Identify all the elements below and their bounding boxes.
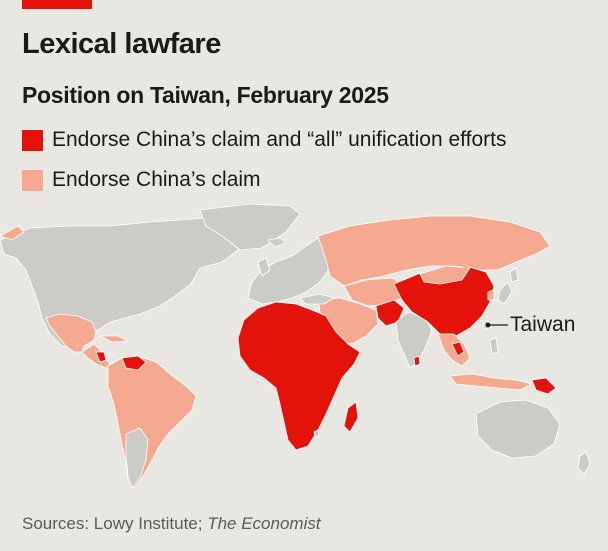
central-america bbox=[81, 343, 111, 369]
iceland bbox=[267, 237, 287, 248]
source-note: Sources: Lowy Institute; The Economist bbox=[22, 514, 321, 534]
legend-swatch-pink bbox=[22, 169, 43, 191]
madagascar bbox=[343, 401, 359, 433]
mexico bbox=[45, 313, 97, 353]
southeast-asia bbox=[437, 333, 471, 367]
legend-label-all-unification: Endorse China’s claim and “all” unificat… bbox=[52, 128, 507, 151]
new-zealand bbox=[577, 451, 591, 475]
eswatini bbox=[313, 429, 320, 438]
turkey bbox=[299, 293, 335, 305]
alaska-tip bbox=[0, 225, 25, 241]
venezuela bbox=[121, 355, 147, 371]
korea bbox=[487, 289, 495, 301]
legend-item-all-unification: Endorse China’s claim and “all” unificat… bbox=[22, 128, 506, 152]
mongolia bbox=[419, 265, 471, 285]
legend-swatch-red bbox=[22, 129, 43, 151]
argentina-chile bbox=[125, 427, 149, 489]
papua-new-guinea bbox=[531, 377, 557, 395]
chart-subtitle: Position on Taiwan, February 2025 bbox=[22, 82, 389, 108]
source-prefix: Sources: Lowy Institute; bbox=[22, 514, 208, 533]
philippines bbox=[489, 337, 499, 355]
india bbox=[395, 311, 433, 369]
world-map bbox=[0, 203, 591, 489]
uk bbox=[257, 257, 271, 277]
vietnam-cambodia bbox=[451, 341, 465, 357]
chart-title: Lexical lawfare bbox=[22, 28, 221, 60]
south-america bbox=[107, 355, 197, 489]
taiwan-pointer-dot bbox=[485, 322, 491, 328]
cuba bbox=[99, 335, 129, 343]
source-italic: The Economist bbox=[207, 514, 321, 533]
taiwan-label: Taiwan bbox=[510, 313, 576, 336]
indonesia bbox=[449, 373, 533, 391]
sri-lanka bbox=[413, 355, 421, 367]
japan bbox=[497, 281, 513, 305]
japan-north bbox=[509, 267, 519, 283]
nicaragua bbox=[95, 351, 107, 363]
africa bbox=[237, 301, 361, 451]
australia bbox=[475, 399, 561, 459]
brand-bar bbox=[22, 0, 92, 9]
north-america bbox=[0, 217, 241, 349]
legend-label-claim: Endorse China’s claim bbox=[52, 168, 261, 191]
legend-item-claim: Endorse China’s claim bbox=[22, 168, 261, 192]
